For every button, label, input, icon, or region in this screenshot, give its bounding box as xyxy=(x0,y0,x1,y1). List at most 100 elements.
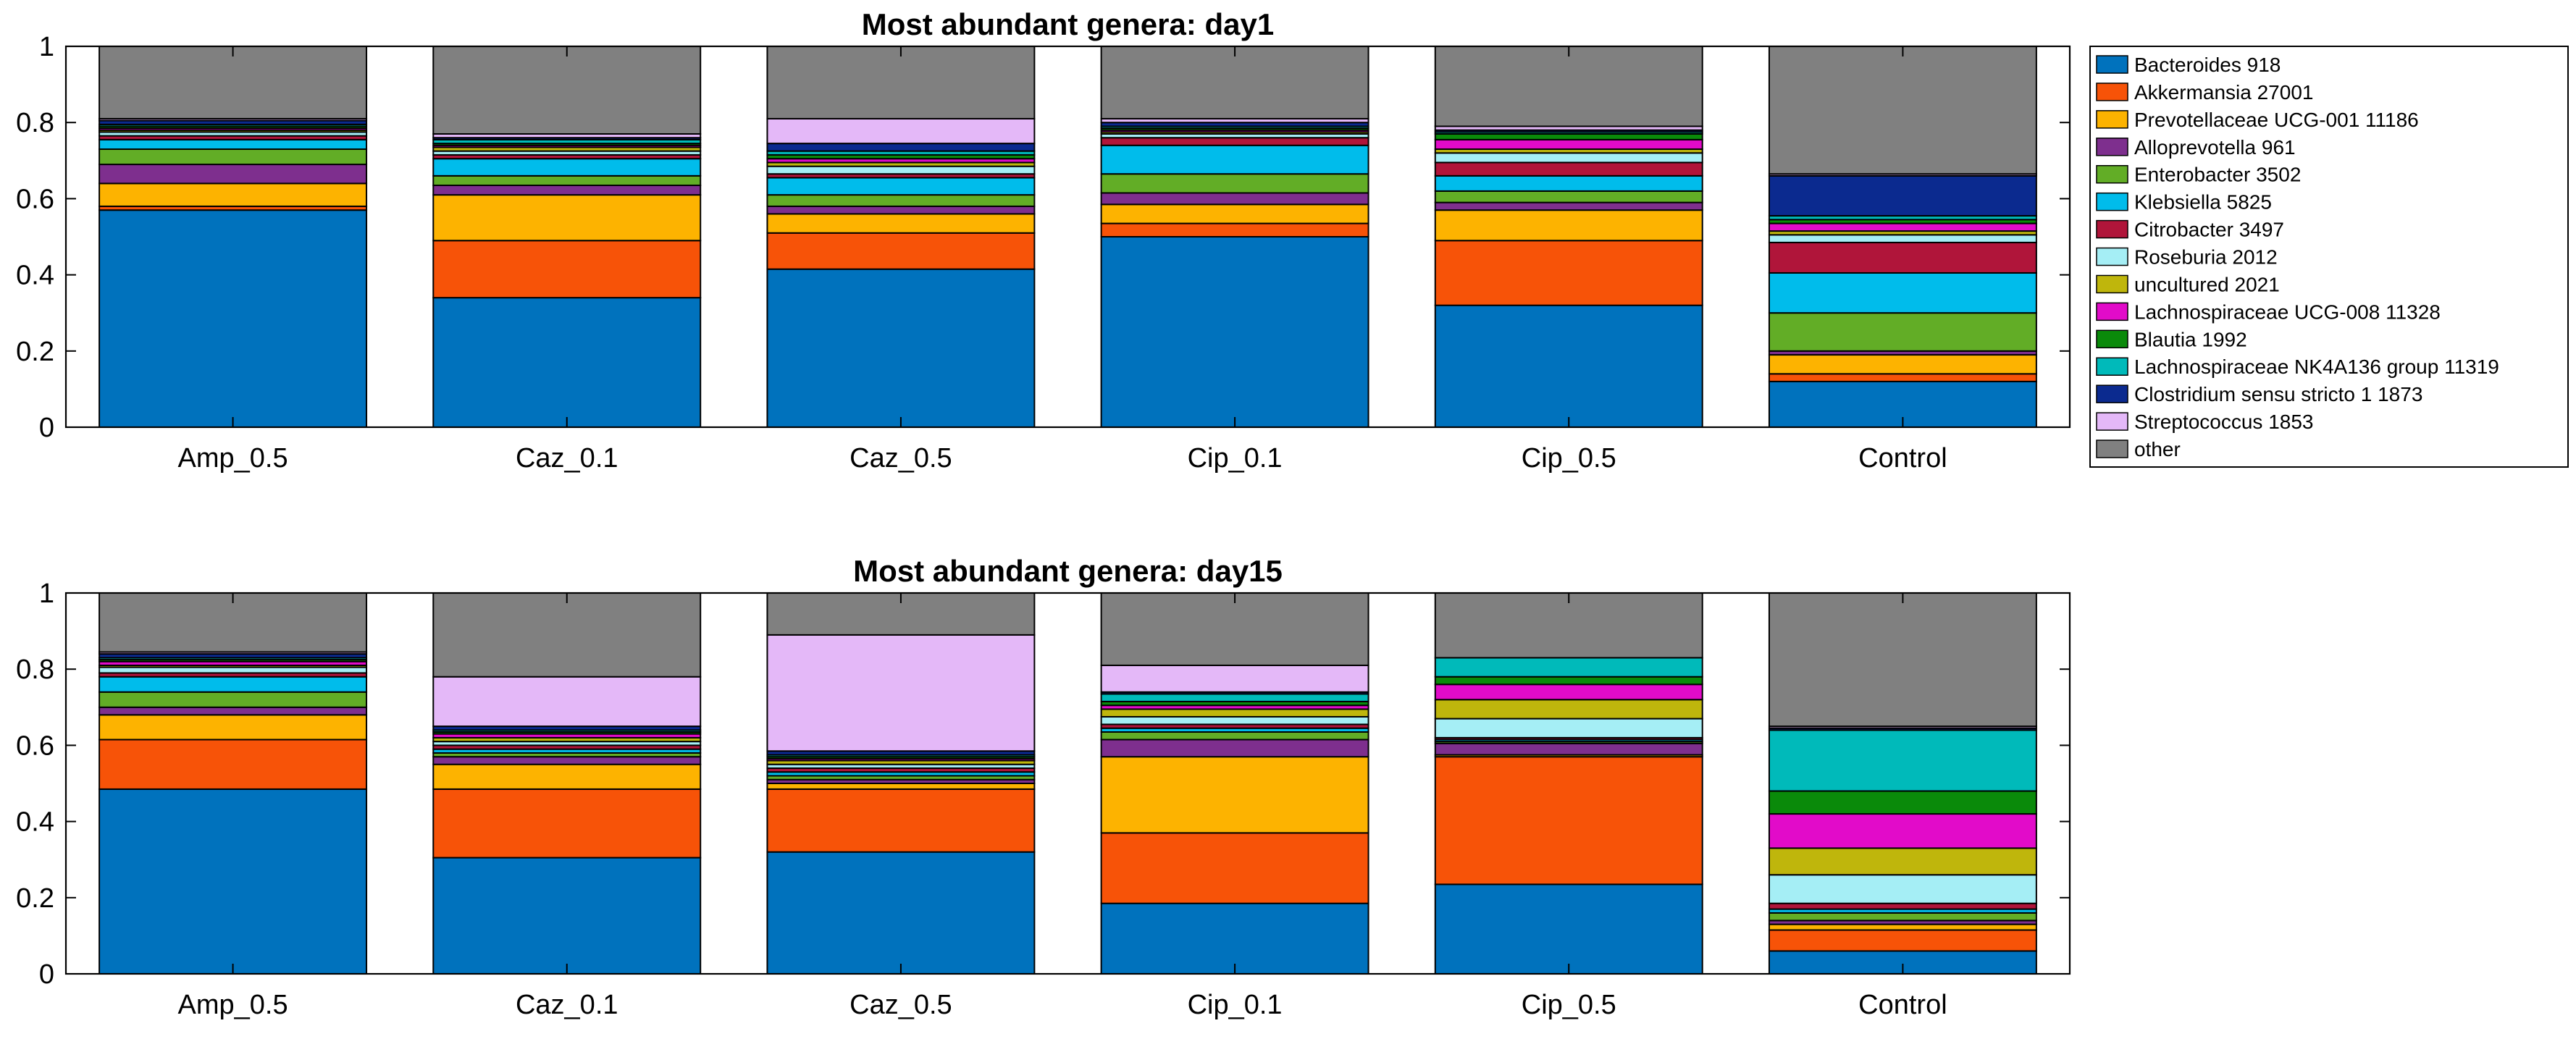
bar-segment-enterobacter-3502-amp-0-5-chart1 xyxy=(98,148,368,166)
legend-label-akkermansia-27001: Akkermansia 27001 xyxy=(2134,81,2313,104)
legend-swatch-citrobacter-3497 xyxy=(2096,219,2128,239)
chart2-xtick-label-amp-0-5: Amp_0.5 xyxy=(178,990,288,1020)
bar-segment-akkermansia-27001-cip-0-5-chart2 xyxy=(1434,756,1703,886)
bar-segment-bacteroides-918-amp-0-5-chart2 xyxy=(98,788,368,975)
legend-label-bacteroides-918: Bacteroides 918 xyxy=(2134,54,2281,76)
legend-swatch-lachnospiraceae-nk4a136-group-11319 xyxy=(2096,357,2128,376)
bar-segment-akkermansia-27001-amp-0-5-chart2 xyxy=(98,739,368,790)
legend-swatch-enterobacter-3502 xyxy=(2096,164,2128,184)
bar-segment-citrobacter-3497-cip-0-1-chart1 xyxy=(1100,137,1369,146)
bar-segment-prevotellaceae-ucg-001-11186-amp-0-5-chart2 xyxy=(98,714,368,741)
axes-top-chart: 0 0.2 0.4 0.6 0.8 1 Amp_0.5 Caz_0.1 Caz_0.5 Cip_0… xyxy=(16,7,2071,474)
legend-swatch-akkermansia-27001 xyxy=(2096,83,2128,101)
chart1-ytick-label: 0 xyxy=(39,413,54,443)
bar-segment-bacteroides-918-caz-0-1-chart2 xyxy=(432,857,702,975)
bar-segment-akkermansia-27001-caz-0-1-chart2 xyxy=(432,788,702,859)
bar-segment-alloprevotella-961-caz-0-1-chart1 xyxy=(432,184,702,196)
chart1-plot-area xyxy=(66,46,2070,427)
bar-segment-roseburia-2012-control-chart2 xyxy=(1768,874,2037,904)
legend-swatch-other xyxy=(2096,439,2128,458)
bar-segment-other-cip-0-1-chart2 xyxy=(1100,592,1369,666)
bar-segment-alloprevotella-961-caz-0-1-chart2 xyxy=(432,756,702,765)
bar-segment-prevotellaceae-ucg-001-11186-cip-0-1-chart2 xyxy=(1100,756,1369,834)
bar-segment-lachnospiraceae-ucg-008-11328-cip-0-5-chart1 xyxy=(1434,138,1703,151)
bar-segment-klebsiella-5825-cip-0-5-chart1 xyxy=(1434,174,1703,192)
bar-segment-streptococcus-1853-caz-0-1-chart2 xyxy=(432,676,702,728)
bar-segment-alloprevotella-961-cip-0-5-chart1 xyxy=(1434,201,1703,211)
chart1-xtick-label-caz-0-1: Caz_0.1 xyxy=(516,443,618,474)
bar-segment-bacteroides-918-caz-0-5-chart1 xyxy=(766,268,1036,428)
bar-segment-roseburia-2012-cip-0-1-chart2 xyxy=(1100,715,1369,725)
bar-segment-streptococcus-1853-caz-0-5-chart1 xyxy=(766,117,1036,145)
bar-segment-prevotellaceae-ucg-001-11186-caz-0-1-chart1 xyxy=(432,194,702,242)
legend-label-lachnospiraceae-nk4a136-group-11319: Lachnospiraceae NK4A136 group 11319 xyxy=(2134,356,2499,378)
chart2-xtick-label-control: Control xyxy=(1858,990,1947,1020)
legend: Bacteroides 918 Akkermansia 27001 Prevotel… xyxy=(2089,46,2569,468)
chart1-ytick-label: 0.4 xyxy=(16,261,54,291)
chart1-xtick-label-cip-0-1: Cip_0.1 xyxy=(1188,443,1283,474)
bar-segment-roseburia-2012-cip-0-5-chart1 xyxy=(1434,152,1703,164)
bar-segment-clostridium-sensu-stricto-1-1873-control-chart1 xyxy=(1768,174,2037,217)
bar-segment-alloprevotella-961-cip-0-5-chart2 xyxy=(1434,742,1703,756)
bar-segment-other-control-chart1 xyxy=(1768,46,2037,175)
bar-segment-other-cip-0-5-chart1 xyxy=(1434,46,1703,127)
legend-swatch-lachnospiraceae-ucg-008-11328 xyxy=(2096,302,2128,321)
bar-segment-prevotellaceae-ucg-001-11186-cip-0-1-chart1 xyxy=(1100,203,1369,224)
legend-label-roseburia-2012: Roseburia 2012 xyxy=(2134,246,2278,269)
bar-segment-enterobacter-3502-cip-0-5-chart1 xyxy=(1434,190,1703,203)
bar-segment-enterobacter-3502-caz-0-1-chart1 xyxy=(432,174,702,186)
legend-swatch-streptococcus-1853 xyxy=(2096,412,2128,431)
legend-label-lachnospiraceae-ucg-008-11328: Lachnospiraceae UCG-008 11328 xyxy=(2134,300,2441,323)
chart1-xtick-label-cip-0-5: Cip_0.5 xyxy=(1522,443,1616,474)
bar-segment-alloprevotella-961-cip-0-1-chart2 xyxy=(1100,739,1369,758)
legend-swatch-blautia-1992 xyxy=(2096,329,2128,349)
bar-segment-clostridium-sensu-stricto-1-1873-caz-0-5-chart1 xyxy=(766,143,1036,152)
bar-segment-lachnospiraceae-ucg-008-11328-control-chart2 xyxy=(1768,813,2037,849)
legend-swatch-bacteroides-918 xyxy=(2096,55,2128,74)
bar-segment-enterobacter-3502-amp-0-5-chart2 xyxy=(98,691,368,708)
bar-segment-other-amp-0-5-chart1 xyxy=(98,46,368,119)
chart2-ytick-label: 0.2 xyxy=(16,883,54,914)
legend-swatch-clostridium-sensu-stricto-1-1873 xyxy=(2096,384,2128,403)
bar-segment-akkermansia-27001-cip-0-1-chart2 xyxy=(1100,832,1369,904)
bar-segment-prevotellaceae-ucg-001-11186-caz-0-5-chart2 xyxy=(766,783,1036,790)
bar-segment-other-cip-0-1-chart1 xyxy=(1100,46,1369,119)
bar-segment-citrobacter-3497-control-chart1 xyxy=(1768,241,2037,274)
legend-label-streptococcus-1853: Streptococcus 1853 xyxy=(2134,411,2314,433)
bar-segment-other-caz-0-1-chart2 xyxy=(432,592,702,678)
bar-segment-uncultured-2021-control-chart2 xyxy=(1768,847,2037,876)
legend-label-klebsiella-5825: Klebsiella 5825 xyxy=(2134,191,2272,214)
bar-segment-akkermansia-27001-control-chart2 xyxy=(1768,929,2037,952)
bar-segment-other-caz-0-5-chart1 xyxy=(766,46,1036,119)
bar-segment-enterobacter-3502-cip-0-1-chart1 xyxy=(1100,173,1369,194)
bar-segment-klebsiella-5825-amp-0-5-chart1 xyxy=(98,138,368,151)
bar-segment-klebsiella-5825-cip-0-1-chart1 xyxy=(1100,144,1369,175)
bar-segment-blautia-1992-cip-0-5-chart2 xyxy=(1434,676,1703,686)
bar-segment-prevotellaceae-ucg-001-11186-control-chart2 xyxy=(1768,923,2037,931)
bar-segment-prevotellaceae-ucg-001-11186-control-chart1 xyxy=(1768,354,2037,375)
bar-segment-klebsiella-5825-control-chart1 xyxy=(1768,272,2037,314)
bar-segment-akkermansia-27001-cip-0-5-chart1 xyxy=(1434,240,1703,306)
chart1-title: Most abundant genera: day1 xyxy=(862,7,1274,41)
bar-segment-alloprevotella-961-cip-0-1-chart1 xyxy=(1100,192,1369,206)
bar-segment-enterobacter-3502-caz-0-5-chart1 xyxy=(766,194,1036,207)
legend-box xyxy=(2089,46,2569,468)
axes-bottom-chart: 0 0.2 0.4 0.6 0.8 1 Amp_0.5 Caz_0.1 Caz_0.5 Cip_0… xyxy=(16,554,2071,1020)
chart2-title: Most abundant genera: day15 xyxy=(853,554,1283,588)
legend-swatch-alloprevotella-961 xyxy=(2096,138,2128,156)
bar-segment-akkermansia-27001-caz-0-1-chart1 xyxy=(432,240,702,299)
chart2-xtick-label-cip-0-5: Cip_0.5 xyxy=(1522,990,1616,1020)
bar-segment-lachnospiraceae-ucg-008-11328-control-chart1 xyxy=(1768,222,2037,232)
chart1-xtick-label-caz-0-5: Caz_0.5 xyxy=(849,443,952,474)
bar-segment-akkermansia-27001-caz-0-5-chart2 xyxy=(766,788,1036,853)
bar-segment-lachnospiraceae-nk4a136-group-11319-cip-0-1-chart2 xyxy=(1100,693,1369,702)
bar-segment-lachnospiraceae-nk4a136-group-11319-control-chart2 xyxy=(1768,729,2037,792)
bar-segment-bacteroides-918-caz-0-5-chart2 xyxy=(766,851,1036,975)
chart1-xtick-label-control: Control xyxy=(1858,443,1947,474)
bar-segment-bacteroides-918-cip-0-5-chart2 xyxy=(1434,883,1703,975)
bar-segment-bacteroides-918-cip-0-1-chart2 xyxy=(1100,902,1369,975)
bar-segment-akkermansia-27001-control-chart1 xyxy=(1768,373,2037,382)
bar-segment-bacteroides-918-caz-0-1-chart1 xyxy=(432,297,702,428)
bar-segment-citrobacter-3497-cip-0-5-chart1 xyxy=(1434,161,1703,177)
